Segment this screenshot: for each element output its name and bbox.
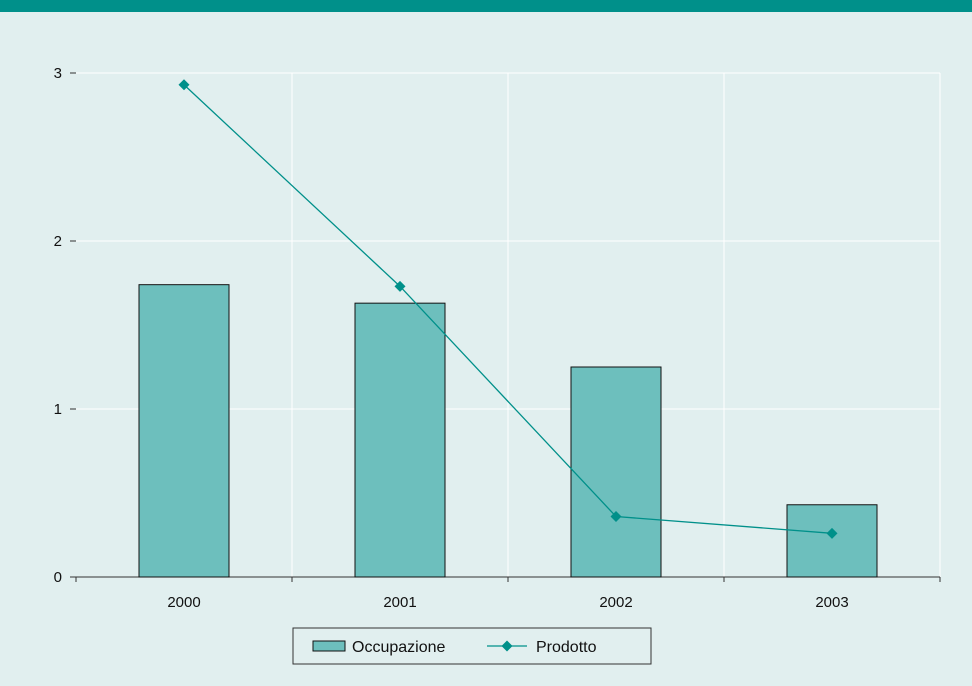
bar-2002: [570, 366, 662, 578]
legend-bar-swatch: [312, 640, 346, 652]
prodotto-point-2001: [394, 280, 406, 292]
legend-label-prodotto: Prodotto: [536, 639, 597, 656]
y-tick-label: 3: [54, 65, 62, 82]
y-tick-label: 0: [54, 569, 62, 586]
bar-2003: [786, 504, 878, 578]
prodotto-point-2002: [610, 511, 622, 523]
prodotto-point-2000: [178, 79, 190, 91]
prodotto-line: [183, 84, 833, 534]
x-tick-label: 2001: [383, 594, 416, 611]
bar-series: [138, 284, 878, 578]
legend-box: [292, 627, 652, 665]
legend-label-occupazione: Occupazione: [352, 639, 445, 656]
y-tick-label: 2: [54, 233, 62, 250]
line-series: [178, 79, 838, 539]
legend: Occupazione Prodotto: [292, 627, 652, 665]
legend-diamond-marker: [501, 640, 513, 652]
x-tick-label: 2000: [167, 594, 200, 611]
tick-labels: 0 1 2 3 2000 2001 2002 2003: [54, 65, 849, 611]
x-tick-label: 2002: [599, 594, 632, 611]
x-tick-label: 2003: [815, 594, 848, 611]
bar-2000: [138, 284, 230, 578]
bar-2001: [354, 302, 446, 578]
prodotto-point-2003: [826, 527, 838, 539]
y-tick-label: 1: [54, 401, 62, 418]
grid-layer: [76, 72, 941, 577]
header-bar: [0, 0, 972, 12]
